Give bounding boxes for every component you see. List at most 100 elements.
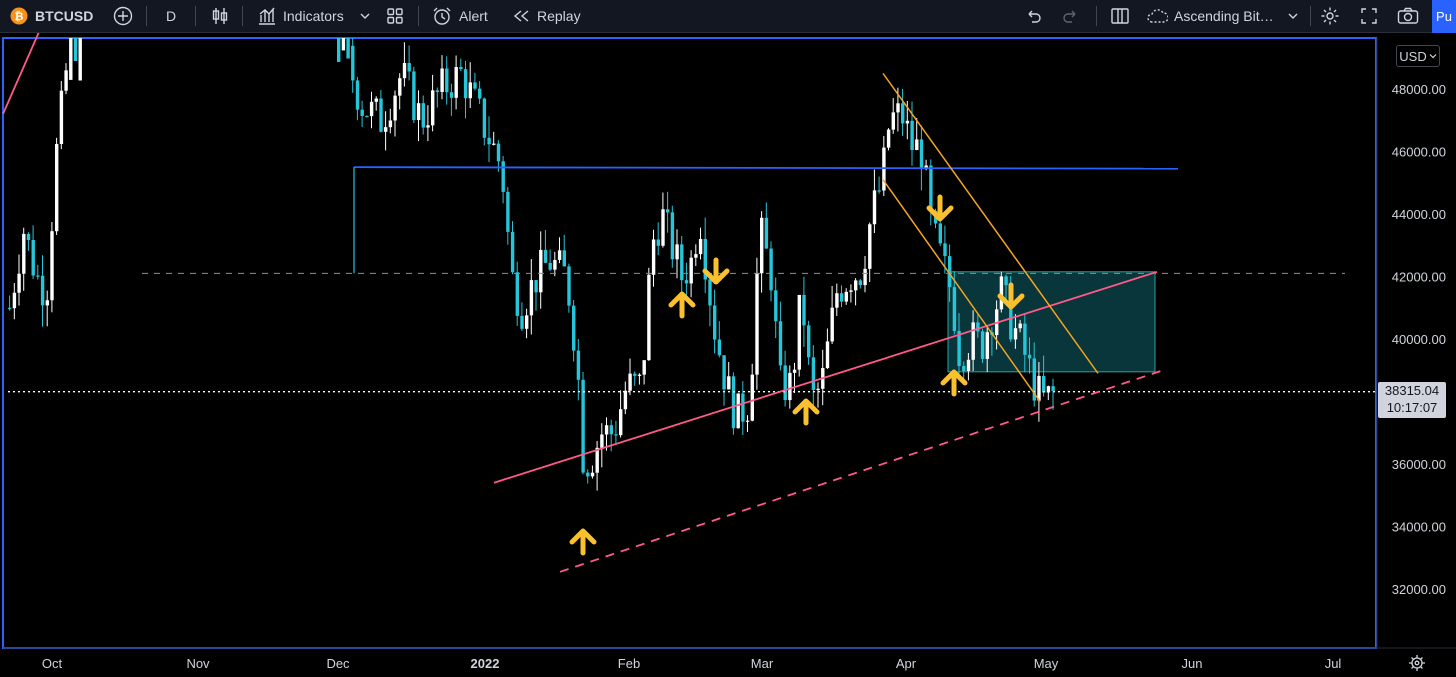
candle-body — [872, 190, 877, 225]
candle-body — [449, 92, 454, 98]
candle-body — [78, 38, 82, 81]
candle-body — [355, 80, 360, 110]
resistance-line[interactable] — [353, 166, 1179, 170]
currency-selector[interactable]: USD — [1396, 45, 1440, 67]
layout-name-label: Ascending Bit… — [1174, 8, 1274, 24]
candle-body — [459, 67, 463, 70]
candle-body — [492, 143, 496, 145]
candle-body — [948, 256, 952, 288]
replay-button[interactable]: Replay — [512, 0, 581, 33]
candle-body — [1046, 386, 1051, 393]
last-price-label: 38315.04 10:17:07 — [1378, 382, 1446, 418]
plus-circle-icon — [113, 6, 133, 26]
upper-left-trendline[interactable] — [2, 33, 40, 115]
candle-body — [619, 409, 623, 436]
publish-button[interactable]: Pu — [1432, 0, 1456, 33]
templates-button[interactable] — [386, 0, 404, 33]
candle-body — [482, 98, 487, 138]
layout-name-button[interactable]: Ascending Bit… — [1146, 0, 1274, 33]
price-tick-label: 46000.00 — [1392, 145, 1446, 160]
symbol-label: BTCUSD — [35, 8, 94, 24]
chart-type-button[interactable] — [210, 0, 230, 33]
lower-dashed-trendline[interactable] — [559, 369, 1164, 573]
alert-button[interactable]: Alert — [432, 0, 488, 33]
candle-body — [553, 259, 557, 270]
candle-body — [468, 82, 472, 99]
arrow-up-icon[interactable] — [569, 528, 597, 556]
arrow-up-icon[interactable] — [792, 398, 820, 426]
arrow-up-icon[interactable] — [940, 369, 968, 397]
axis-settings-gear-icon[interactable] — [1409, 655, 1425, 671]
layout-dropdown[interactable] — [1287, 0, 1299, 33]
price-axis[interactable]: 48000.00 46000.00 44000.00 42000.00 40000.00… — [1392, 82, 1446, 597]
settings-button[interactable] — [1320, 0, 1340, 33]
indicators-label: Indicators — [283, 8, 344, 24]
candle-body — [854, 280, 858, 291]
arrow-down-icon[interactable] — [926, 194, 954, 222]
candle-body — [369, 101, 374, 117]
chevron-down-icon — [1429, 54, 1437, 59]
candle-body — [896, 103, 900, 113]
snapshot-button[interactable] — [1397, 0, 1419, 33]
candle-body — [388, 120, 393, 128]
time-tick-label: 2022 — [471, 656, 500, 671]
candle-body — [891, 112, 895, 130]
candle-body — [1013, 328, 1018, 340]
candle-body — [73, 38, 78, 61]
candle-body — [962, 365, 966, 372]
candle-body — [839, 293, 844, 302]
candle-body — [351, 45, 355, 81]
price-chart[interactable]: 48000.00 46000.00 44000.00 42000.00 40000.00… — [0, 33, 1456, 677]
candle-body — [717, 339, 722, 356]
price-tick-label: 42000.00 — [1392, 270, 1446, 285]
candle-body — [741, 393, 745, 422]
rectangle-zone[interactable] — [947, 271, 1156, 373]
arrow-down-icon[interactable] — [997, 282, 1025, 310]
interval-button[interactable]: D — [166, 0, 176, 33]
publish-label: Pu — [1436, 9, 1452, 24]
channel-lower-line[interactable] — [882, 179, 1041, 402]
candle-body — [694, 254, 698, 258]
time-tick-label: Dec — [326, 656, 350, 671]
indicators-dropdown[interactable] — [359, 0, 371, 33]
time-axis[interactable]: Oct Nov Dec 2022 Feb Mar Apr May Jun Jul — [42, 656, 1342, 671]
candle-body — [976, 322, 980, 332]
candle-body — [515, 272, 519, 316]
candle-body — [727, 376, 731, 390]
compare-button[interactable] — [113, 0, 133, 33]
indicators-button[interactable]: Indicators — [257, 0, 344, 33]
arrow-down-icon[interactable] — [702, 257, 730, 285]
candle-body — [36, 275, 40, 277]
fullscreen-button[interactable] — [1360, 0, 1378, 33]
candle-body — [708, 279, 712, 306]
candle-body — [609, 425, 613, 435]
candle-body — [886, 129, 891, 148]
svg-text:₿: ₿ — [15, 10, 24, 23]
candle-body — [807, 325, 811, 358]
channel-upper-line[interactable] — [882, 72, 1099, 374]
candle-body — [506, 191, 510, 232]
candle-body — [581, 379, 585, 473]
candle-body — [684, 280, 689, 284]
candle-body — [999, 276, 1004, 310]
candle-body — [26, 233, 31, 241]
undo-button[interactable] — [1024, 0, 1042, 33]
candle-body — [919, 139, 924, 170]
candle-body — [647, 274, 651, 361]
candle-body — [868, 224, 872, 269]
candle-body — [713, 305, 717, 340]
candle-body — [614, 434, 618, 436]
candle-body — [529, 280, 534, 316]
layout-button[interactable] — [1110, 0, 1130, 33]
support-trendline[interactable] — [493, 270, 1158, 484]
symbol-button[interactable]: ₿ BTCUSD — [10, 0, 93, 33]
candle-body — [501, 161, 505, 192]
candle-body — [905, 120, 910, 124]
redo-button[interactable] — [1062, 0, 1080, 33]
candle-body — [31, 240, 35, 276]
candle-body — [412, 71, 416, 121]
candle-body — [736, 393, 740, 429]
arrow-up-icon[interactable] — [668, 291, 696, 319]
last-price-value: 38315.04 — [1384, 383, 1440, 398]
candle-body — [59, 90, 64, 144]
